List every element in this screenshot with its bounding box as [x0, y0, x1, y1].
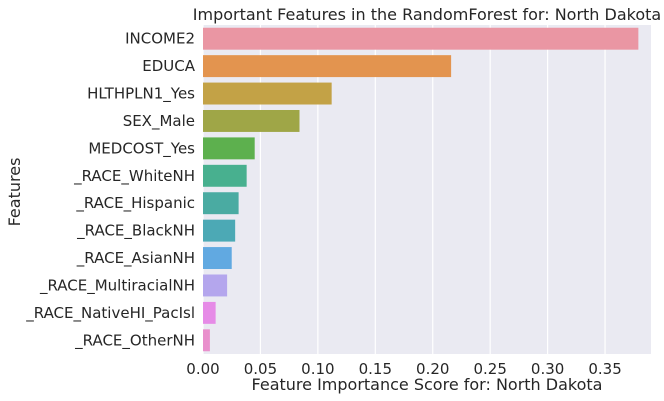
x-tick-label: 0.25	[473, 360, 506, 378]
bar	[203, 27, 639, 50]
x-tick-label: 0.05	[244, 360, 277, 378]
bar	[203, 55, 452, 78]
chart-title: Important Features in the RandomForest f…	[193, 5, 661, 24]
y-tick-label: _RACE_BlackNH	[76, 222, 195, 241]
y-tick-label: _RACE_OtherNH	[74, 331, 195, 350]
y-tick-label: _RACE_MultiracialNH	[39, 276, 195, 295]
y-tick-label: _RACE_NativeHI_PacIsl	[25, 304, 195, 323]
x-tick-label: 0.00	[186, 360, 219, 378]
x-tick-label: 0.20	[416, 360, 449, 378]
bar	[203, 274, 228, 297]
x-tick-labels: 0.00 0.05 0.10 0.15 0.20 0.25 0.30 0.35	[186, 360, 621, 378]
y-tick-label: _RACE_AsianNH	[76, 249, 195, 268]
bar	[203, 192, 239, 215]
y-tick-label: MEDCOST_Yes	[88, 139, 195, 158]
bar	[203, 82, 332, 105]
bar	[203, 109, 300, 132]
y-tick-label: _RACE_WhiteNH	[73, 167, 195, 186]
y-tick-label: EDUCA	[142, 57, 195, 75]
x-tick-label: 0.30	[531, 360, 564, 378]
bar	[203, 164, 247, 187]
y-tick-labels: INCOME2 EDUCA HLTHPLN1_Yes SEX_Male MEDCOST_…	[25, 30, 195, 351]
bar	[203, 247, 232, 270]
y-tick-label: _RACE_Hispanic	[75, 194, 195, 213]
x-tick-label: 0.10	[301, 360, 334, 378]
bar	[203, 329, 210, 352]
bars-group	[203, 27, 639, 352]
x-axis-label: Feature Importance Score for: North Dako…	[252, 375, 603, 394]
x-tick-label: 0.35	[588, 360, 621, 378]
plot-area	[203, 25, 651, 354]
y-tick-label: SEX_Male	[123, 112, 195, 131]
y-axis-label: Features	[5, 158, 24, 227]
grid-lines	[202, 25, 606, 354]
x-tick-label: 0.15	[359, 360, 392, 378]
bar	[203, 219, 236, 242]
y-tick-label: HLTHPLN1_Yes	[87, 85, 195, 104]
bar	[203, 301, 216, 324]
y-tick-label: INCOME2	[125, 30, 195, 48]
bar	[203, 137, 255, 160]
